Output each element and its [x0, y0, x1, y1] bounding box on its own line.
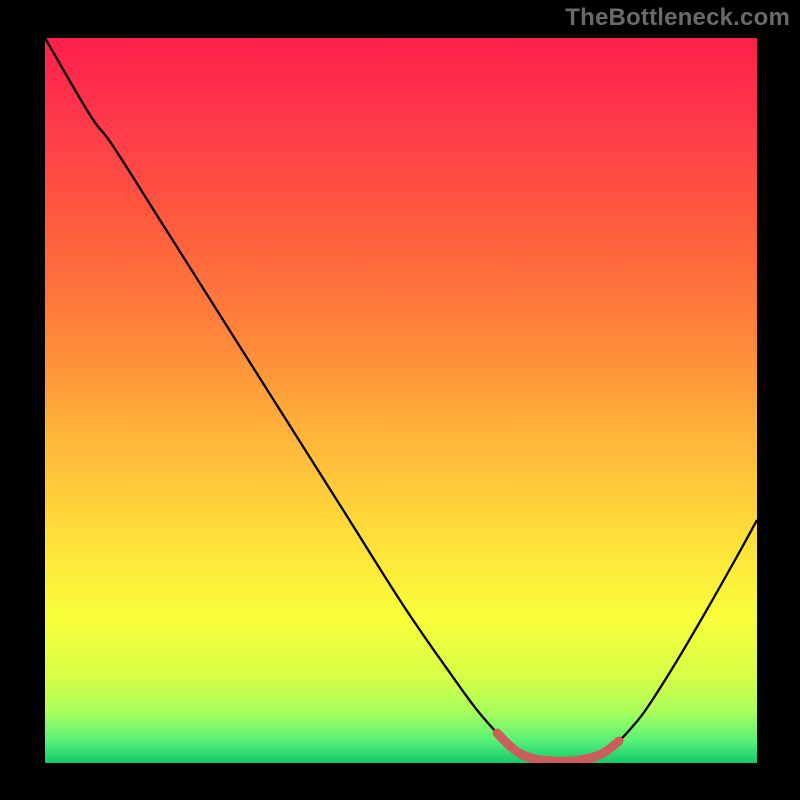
chart-stage: TheBottleneck.com: [0, 0, 800, 800]
plot-svg: [45, 38, 757, 763]
attribution-text: TheBottleneck.com: [565, 4, 790, 32]
plot-background: [45, 38, 757, 763]
plot-area: [45, 38, 757, 763]
